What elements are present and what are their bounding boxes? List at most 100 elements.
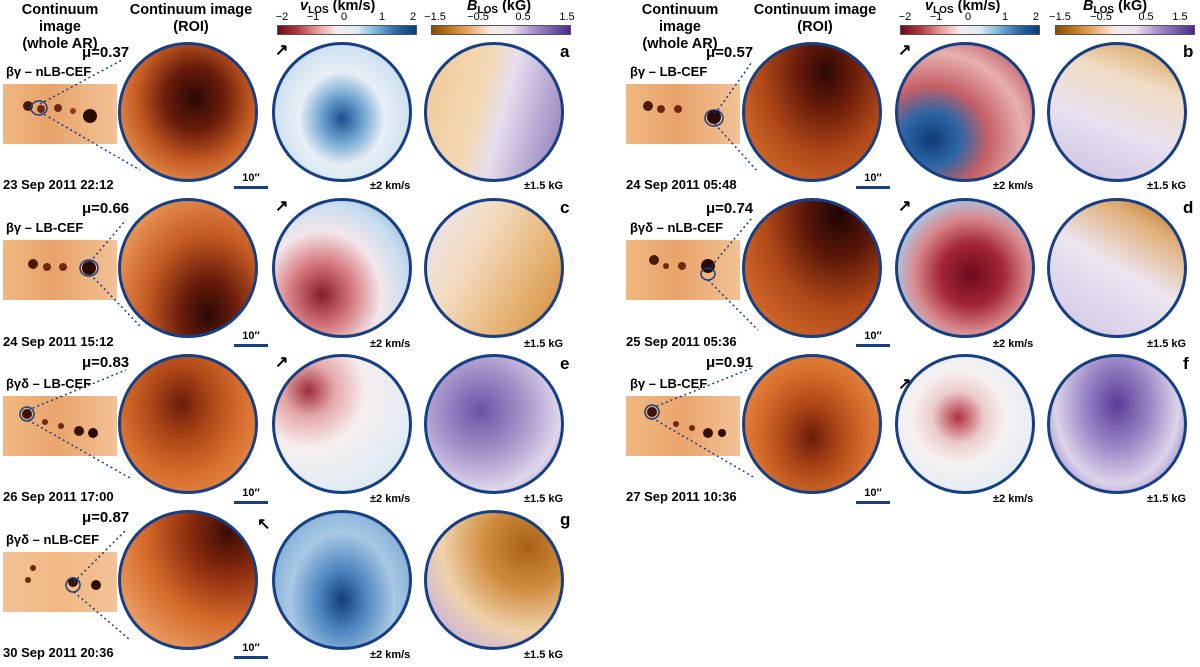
classification: βγ – LB-CEF xyxy=(6,220,84,235)
roi-continuum-image xyxy=(118,198,258,338)
observation-date: 24 Sep 2011 05:48 xyxy=(626,177,737,192)
panel-letter: a xyxy=(560,42,570,61)
classification: βγδ – nLB-CEF xyxy=(630,220,724,235)
mu-value: μ=0.83 xyxy=(82,354,130,371)
colorbar-v-title-left: vLOS (km/s) xyxy=(300,0,375,16)
colorbar-v-right xyxy=(900,25,1040,35)
v-label: v xyxy=(300,0,309,14)
mu-value: μ=0.57 xyxy=(706,44,754,61)
v-unit: (km/s) xyxy=(328,0,376,14)
scale-bar: 10′′ xyxy=(856,330,890,347)
roi-blos-map xyxy=(424,198,564,338)
blos-range: ±1.5 kG xyxy=(524,338,564,350)
vlos-range: ±2 km/s xyxy=(993,180,1034,192)
v-tick: 0 xyxy=(964,11,972,23)
mu-value: μ=0.91 xyxy=(706,354,754,371)
header-whole-ar-right: Continuum image (whole AR) xyxy=(620,2,740,53)
observation-date: 23 Sep 2011 22:12 xyxy=(3,177,114,192)
mu-value: μ=0.66 xyxy=(82,200,130,217)
b-tick: −0.5 xyxy=(1090,11,1112,23)
blos-range: ±1.5 kG xyxy=(1147,338,1187,350)
v-tick: −2 xyxy=(898,11,912,23)
header-line: Continuum image xyxy=(129,2,253,18)
whole-ar-thumbnail xyxy=(3,240,117,300)
roi-continuum-image xyxy=(742,42,882,182)
scale-bar: 10′′ xyxy=(234,642,268,659)
blos-range: ±1.5 kG xyxy=(1147,493,1187,505)
header-whole-ar-left: Continuum image (whole AR) xyxy=(0,2,120,53)
roi-vlos-map xyxy=(895,354,1035,494)
mu-value: μ=0.74 xyxy=(706,200,754,217)
sunspot-svg xyxy=(25,565,101,593)
header-line: Continuum image xyxy=(21,2,99,35)
roi-vlos-map xyxy=(272,42,412,182)
observation-date: 27 Sep 2011 10:36 xyxy=(626,489,737,504)
classification: βγ – LB-CEF xyxy=(630,376,708,391)
header-roi-right: Continuum image (ROI) xyxy=(740,2,890,36)
header-line: Continuum image xyxy=(641,2,719,35)
vlos-range: ±2 km/s xyxy=(370,493,411,505)
scale-bar: 10′′ xyxy=(234,487,268,504)
whole-ar-thumbnail xyxy=(626,84,740,144)
colorbar-v-title-right: vLOS (km/s) xyxy=(925,0,1000,16)
roi-blos-map xyxy=(1047,42,1187,182)
v-tick: 2 xyxy=(409,11,417,23)
roi-continuum-image xyxy=(118,42,258,182)
roi-vlos-map xyxy=(272,510,412,650)
panel-letter: b xyxy=(1183,42,1194,61)
sunspot-svg xyxy=(19,406,98,438)
scale-bar: 10′′ xyxy=(234,330,268,347)
v-sub: LOS xyxy=(933,5,954,16)
panel-letter: f xyxy=(1183,354,1189,373)
colorbar-b-title-right: BLOS (kG) xyxy=(1083,0,1147,16)
v-tick: 0 xyxy=(340,11,348,23)
v-tick: −1 xyxy=(306,11,320,23)
b-unit: (kG) xyxy=(498,0,532,14)
vlos-range: ±2 km/s xyxy=(370,649,411,661)
whole-ar-thumbnail xyxy=(3,552,117,612)
arrow-icon: ↗ xyxy=(275,198,289,215)
b-tick: −1.5 xyxy=(424,11,446,23)
header-roi-left: Continuum image (ROI) xyxy=(116,2,266,36)
header-line: (ROI) xyxy=(797,19,833,35)
b-label: B xyxy=(1083,0,1094,14)
b-tick: 0.5 xyxy=(515,11,531,23)
sunspot-svg xyxy=(23,100,97,123)
mu-value: μ=0.87 xyxy=(82,509,130,526)
panel-letter: e xyxy=(560,354,570,373)
b-sub: LOS xyxy=(477,5,499,16)
header-line: (ROI) xyxy=(173,19,209,35)
panel-letter: d xyxy=(1183,198,1194,217)
roi-vlos-map xyxy=(895,198,1035,338)
b-tick: 1.5 xyxy=(559,11,575,23)
whole-ar-thumbnail xyxy=(3,396,117,456)
classification: βγ – nLB-CEF xyxy=(6,64,92,79)
scale-label: 10′′ xyxy=(242,487,260,499)
roi-blos-map xyxy=(424,354,564,494)
classification: βγδ – nLB-CEF xyxy=(6,532,100,547)
classification: βγδ – LB-CEF xyxy=(6,376,92,391)
blos-range: ±1.5 kG xyxy=(524,180,564,192)
roi-blos-map xyxy=(424,42,564,182)
blos-range: ±1.5 kG xyxy=(524,493,564,505)
mu-value: μ=0.37 xyxy=(82,44,130,61)
vlos-range: ±2 km/s xyxy=(370,338,411,350)
blos-range: ±1.5 kG xyxy=(1147,180,1187,192)
observation-date: 25 Sep 2011 05:36 xyxy=(626,334,737,349)
vlos-range: ±2 km/s xyxy=(993,493,1034,505)
b-tick: 1.5 xyxy=(1172,11,1188,23)
b-tick: −1.5 xyxy=(1049,11,1071,23)
blos-range: ±1.5 kG xyxy=(524,649,564,661)
arrow-icon: ↖ xyxy=(257,516,271,533)
arrow-icon: ↗ xyxy=(898,198,912,215)
roi-continuum-image xyxy=(742,198,882,338)
roi-continuum-image xyxy=(742,354,882,494)
roi-blos-map xyxy=(1047,198,1187,338)
vlos-range: ±2 km/s xyxy=(370,180,411,192)
colorbar-b-title-left: BLOS (kG) xyxy=(467,0,531,16)
classification: βγ – LB-CEF xyxy=(630,64,708,79)
sunspot-svg xyxy=(643,101,724,127)
arrow-icon: ↗ xyxy=(275,354,289,371)
header-line: (whole AR) xyxy=(642,36,718,52)
arrow-icon: ↗ xyxy=(275,42,289,59)
